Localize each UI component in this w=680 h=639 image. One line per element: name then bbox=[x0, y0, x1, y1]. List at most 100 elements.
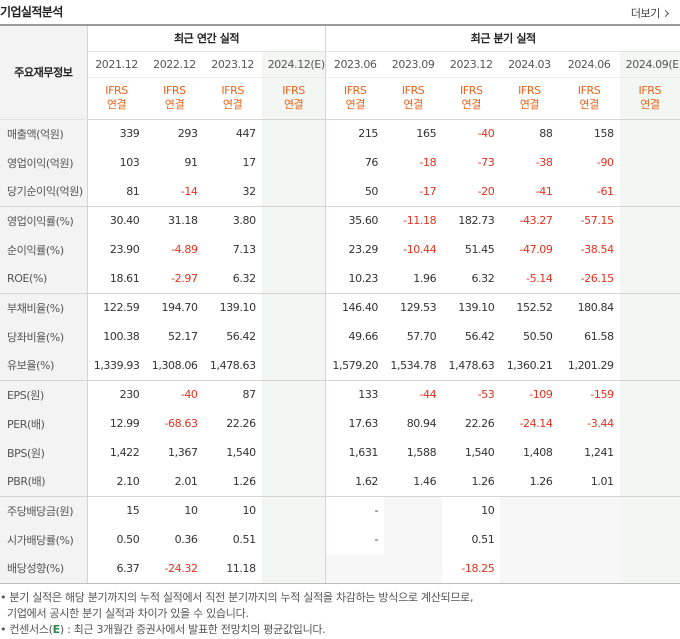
table-cell: -18 bbox=[419, 156, 437, 169]
table-cell: 215 bbox=[358, 127, 379, 141]
ifrs-badge: IFRS 연결 bbox=[384, 77, 443, 120]
table-cell: -61 bbox=[558, 177, 620, 207]
table-cell: 3.80 bbox=[232, 214, 256, 228]
table-cell: 1.96 bbox=[384, 264, 443, 294]
table-cell: 180.84 bbox=[577, 301, 614, 315]
table-cell: 339 bbox=[119, 127, 140, 141]
ifrs-badge: IFRS 연결 bbox=[145, 77, 204, 120]
footnote-quarterly-cont: 기업에서 공시한 분기 실적과 차이가 있을 수 있습니다. bbox=[7, 607, 249, 620]
table-cell: -90 bbox=[596, 156, 614, 169]
period-header: 2024.03 bbox=[500, 51, 559, 78]
row-label: 주당배당금(원) bbox=[0, 496, 88, 525]
table-cell: 76 bbox=[364, 156, 379, 169]
table-cell: -2.97 bbox=[145, 264, 204, 294]
table-cell: 80.94 bbox=[406, 417, 437, 430]
table-cell: 23.90 bbox=[109, 243, 140, 256]
table-cell: -73 bbox=[477, 156, 495, 169]
table-cell: 1,408 bbox=[523, 446, 553, 459]
table-cell: 0.50 bbox=[116, 533, 140, 546]
table-row: 순이익률(%) 23.90 -4.89 7.13 23.29 -10.44 51.45 -47… bbox=[0, 235, 680, 264]
table-cell: -57.15 bbox=[580, 214, 614, 228]
table-cell: 0.36 bbox=[174, 533, 198, 546]
table-cell: -68.63 bbox=[164, 417, 198, 430]
table-cell: 1.01 bbox=[558, 467, 620, 497]
table-cell: -43.27 bbox=[519, 214, 553, 228]
row-label: 순이익률(%) bbox=[0, 235, 88, 264]
table-cell bbox=[619, 351, 680, 381]
table-cell: - bbox=[374, 533, 379, 546]
table-cell bbox=[619, 525, 680, 554]
table-cell bbox=[261, 206, 327, 235]
table-cell bbox=[619, 554, 680, 584]
table-cell bbox=[384, 554, 443, 584]
table-cell bbox=[558, 554, 620, 584]
table-cell: -17 bbox=[384, 177, 443, 207]
table-cell: 152.52 bbox=[516, 301, 553, 315]
table-cell: 17.63 bbox=[348, 417, 379, 430]
table-cell bbox=[619, 206, 680, 235]
table-cell: 1,588 bbox=[406, 446, 437, 459]
table-row: 시가배당률(%) 0.50 0.36 0.51 - 0.51 bbox=[0, 525, 680, 554]
table-cell: 1,579.20 bbox=[325, 351, 385, 381]
table-cell: -40 bbox=[180, 388, 198, 402]
more-link[interactable]: 더보기 bbox=[630, 5, 670, 21]
table-cell: -26.15 bbox=[558, 264, 620, 294]
row-label: BPS(원) bbox=[0, 438, 88, 467]
table-row: 영업이익(억원) 103 91 17 76 -18 -73 -38 -90 bbox=[0, 148, 680, 177]
table-cell: 18.61 bbox=[87, 264, 146, 294]
table-row: PER(배) 12.99 -68.63 22.26 17.63 80.94 22.26 -24… bbox=[0, 409, 680, 438]
annual-group-header: 최근 연간 실적 bbox=[87, 24, 327, 52]
financial-summary-table: 주요재무정보 최근 연간 실적 최근 분기 실적 2021.12 2022.12… bbox=[0, 24, 680, 584]
table-cell bbox=[261, 554, 327, 584]
table-cell bbox=[558, 525, 620, 554]
table-cell bbox=[261, 177, 327, 207]
table-cell: 133 bbox=[358, 388, 379, 402]
table-row: ROE(%) 18.61 -2.97 6.32 10.23 1.96 6.32 -5.14 -2… bbox=[0, 264, 680, 294]
section-title: 기업실적분석 bbox=[0, 5, 63, 19]
table-cell: 87 bbox=[242, 388, 257, 402]
table-cell bbox=[619, 409, 680, 438]
table-cell: 50.50 bbox=[523, 330, 553, 343]
table-row: PBR(배) 2.10 2.01 1.26 1.62 1.46 1.26 1.26 1.01 bbox=[0, 467, 680, 497]
table-cell: 91 bbox=[184, 156, 198, 169]
table-cell bbox=[261, 525, 327, 554]
footnote-consensus: • 컨센서스(E) : 최근 3개월간 증권사에서 발표한 전망치의 평균값입니… bbox=[0, 623, 326, 636]
table-cell: 139.10 bbox=[219, 301, 256, 315]
period-header: 2023.09 bbox=[384, 51, 443, 78]
table-row: 배당성향(%) 6.37 -24.32 11.18 -18.25 bbox=[0, 554, 680, 584]
table-cell: 2.01 bbox=[145, 467, 204, 497]
row-label: 시가배당률(%) bbox=[0, 525, 88, 554]
table-cell bbox=[619, 119, 680, 148]
table-cell: 2.10 bbox=[87, 467, 146, 497]
table-cell: 0.51 bbox=[232, 533, 256, 546]
ifrs-badge: IFRS 연결 bbox=[87, 77, 146, 120]
table-cell: 10 bbox=[242, 504, 257, 518]
table-cell: 1,241 bbox=[584, 446, 614, 459]
table-cell bbox=[619, 380, 680, 409]
table-cell: 122.59 bbox=[103, 301, 140, 315]
table-cell: 7.13 bbox=[232, 243, 256, 256]
table-cell: - bbox=[374, 504, 379, 518]
table-cell: -47.09 bbox=[519, 243, 553, 256]
table-cell: 129.53 bbox=[400, 301, 437, 315]
table-cell: 23.29 bbox=[348, 243, 379, 256]
table-cell bbox=[261, 409, 327, 438]
table-cell: 51.45 bbox=[464, 243, 495, 256]
table-cell: -24.32 bbox=[145, 554, 204, 584]
table-cell bbox=[619, 148, 680, 177]
table-cell bbox=[619, 467, 680, 497]
table-row: 부채비율(%) 122.59 194.70 139.10 146.40 129.53 139… bbox=[0, 293, 680, 322]
table-row: 매출액(억원) 339 293 447 215 165 -40 88 158 bbox=[0, 119, 680, 148]
table-cell: 293 bbox=[177, 127, 198, 141]
table-cell: 49.66 bbox=[348, 330, 379, 343]
table-cell: -38.54 bbox=[580, 243, 614, 256]
table-cell: 447 bbox=[235, 127, 256, 141]
chevron-right-icon bbox=[661, 9, 670, 18]
table-cell bbox=[261, 293, 327, 322]
table-cell bbox=[619, 293, 680, 322]
ifrs-badge: IFRS 연결 bbox=[500, 77, 559, 120]
more-label: 더보기 bbox=[630, 7, 661, 20]
table-cell bbox=[500, 554, 559, 584]
quarter-group-header: 최근 분기 실적 bbox=[325, 24, 680, 52]
table-row: 주당배당금(원) 15 10 10 - 10 bbox=[0, 496, 680, 525]
